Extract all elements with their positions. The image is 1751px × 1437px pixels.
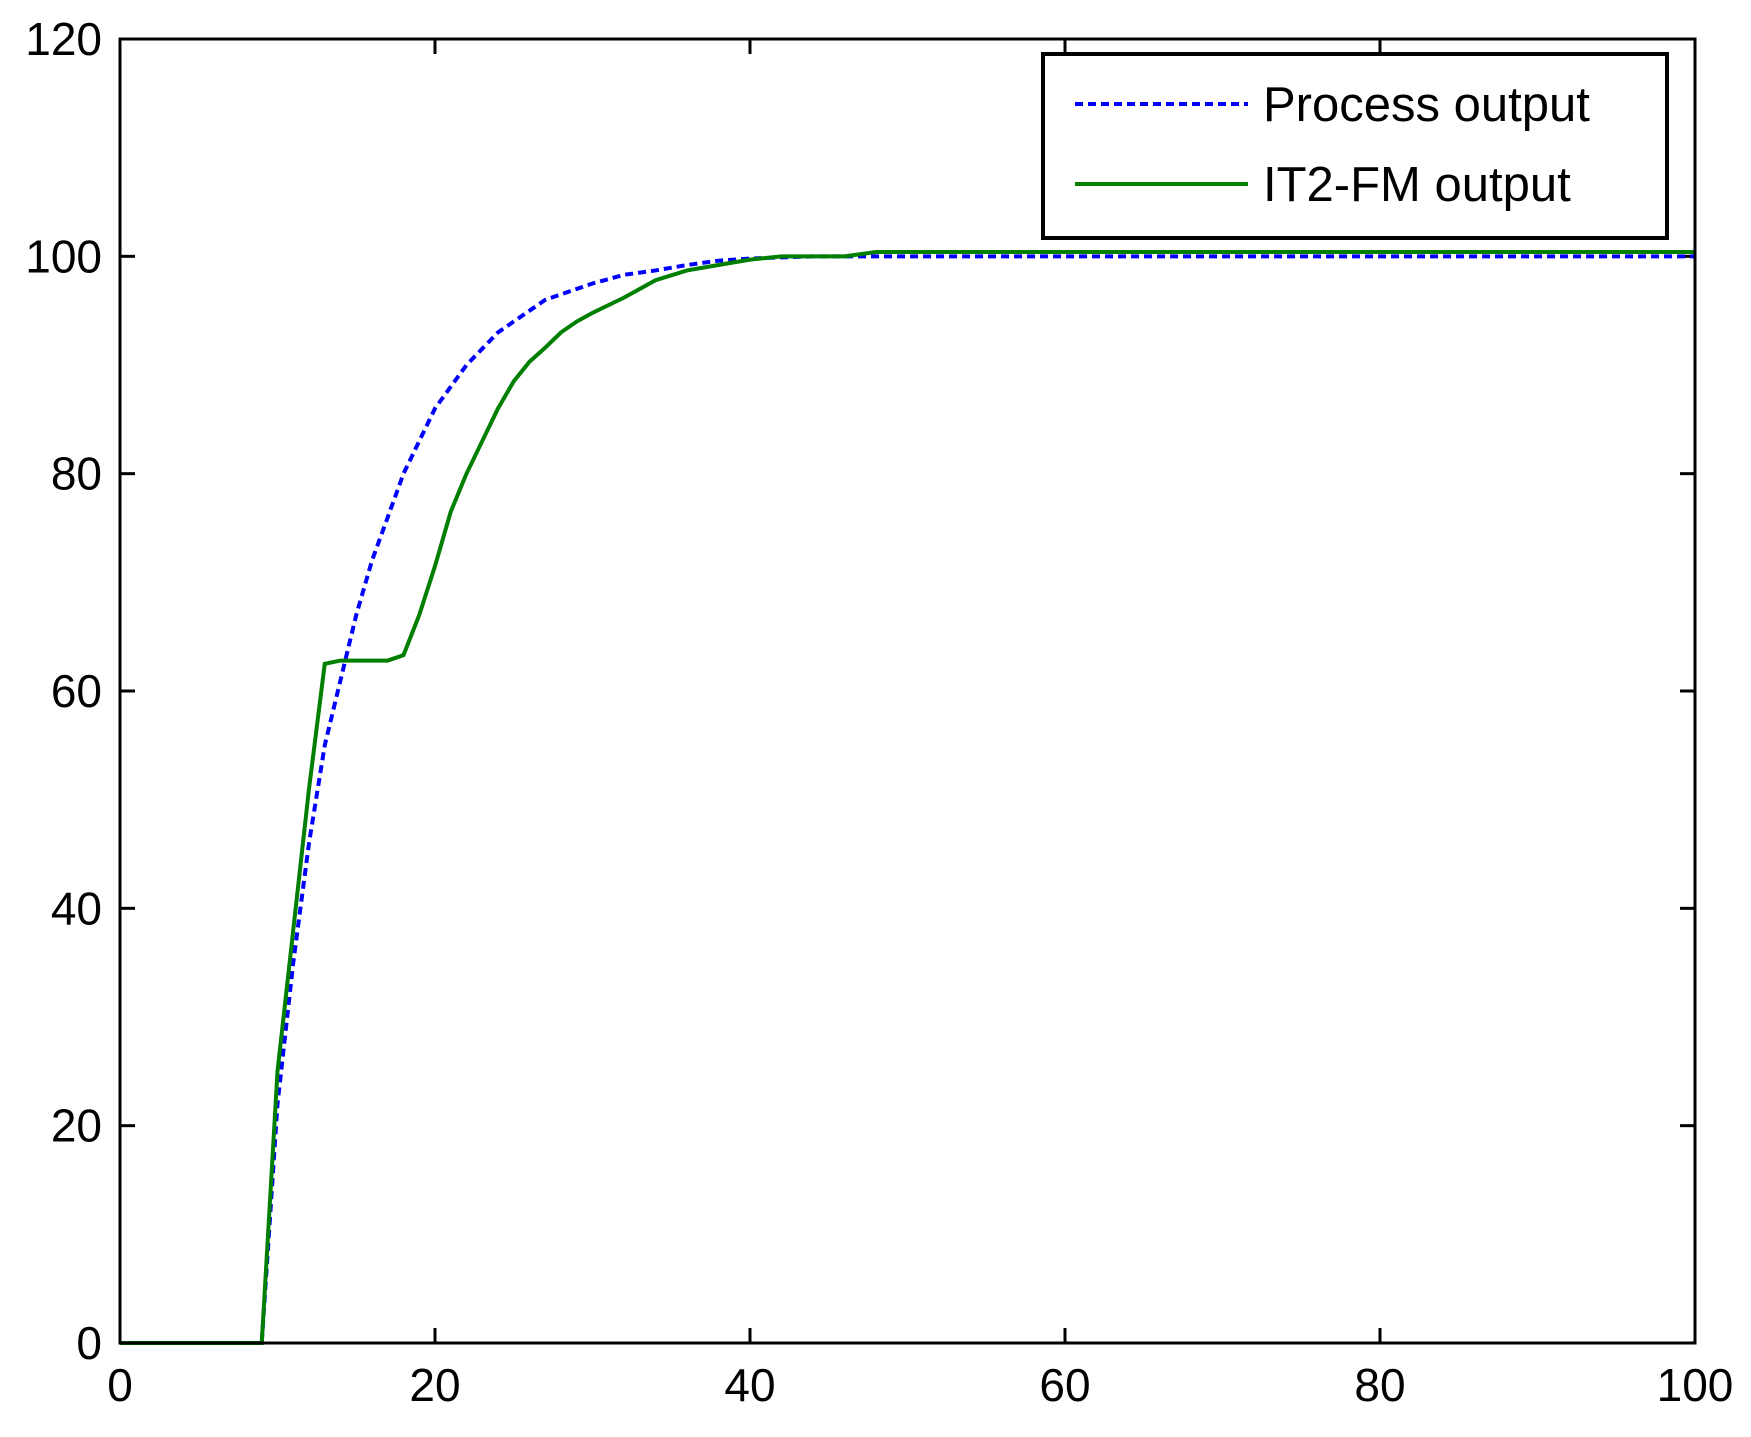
y-tick-label: 20: [51, 1100, 102, 1152]
y-tick-label: 60: [51, 665, 102, 717]
y-tick-label: 80: [51, 448, 102, 500]
x-tick-label: 20: [409, 1359, 460, 1411]
y-tick-label: 40: [51, 882, 102, 934]
legend-label: Process output: [1263, 78, 1590, 132]
y-tick-label: 100: [25, 230, 102, 282]
x-tick-label: 0: [107, 1359, 133, 1411]
y-tick-label: 0: [76, 1317, 102, 1369]
x-tick-label: 100: [1657, 1359, 1734, 1411]
x-tick-label: 60: [1039, 1359, 1090, 1411]
x-tick-label: 40: [724, 1359, 775, 1411]
legend-label: IT2-FM output: [1263, 158, 1571, 212]
y-tick-label: 120: [25, 13, 102, 65]
x-tick-label: 80: [1354, 1359, 1405, 1411]
legend-box: [1041, 52, 1669, 240]
plot-frame: [118, 37, 1697, 1345]
series-line: [120, 249, 1695, 1345]
